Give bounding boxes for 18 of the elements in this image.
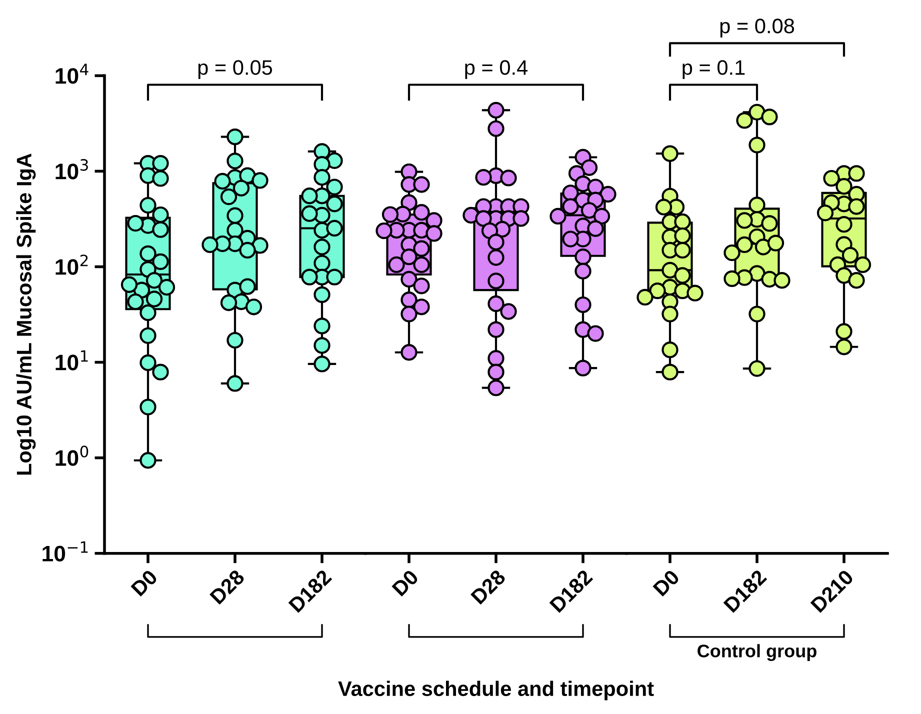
- annotation: p = 0.05: [198, 60, 272, 80]
- y-tick-label: 10$^{−1}$: [42, 541, 88, 562]
- text: Control group: [698, 644, 816, 662]
- y-tick-label: 10$^{2}$: [56, 254, 88, 275]
- x-tick-label: D0: [652, 568, 680, 597]
- annotation: p = 0.1: [682, 60, 745, 80]
- x-axis-title: Vaccine schedule and timepoint: [338, 680, 654, 700]
- x-tick-label: D28: [209, 568, 246, 605]
- x-tick-label: D0: [130, 568, 158, 597]
- x-tick-label: D0: [392, 568, 420, 597]
- y-tick-label: 10$^{3}$: [56, 159, 88, 180]
- y-tick-label: 10$^{0}$: [56, 446, 88, 466]
- y-axis-title: Log10 AU/mL Mucosal Spike IgA: [16, 154, 36, 475]
- y-tick-label: 10$^{1}$: [56, 350, 88, 370]
- y-tick-label: 10$^{4}$: [56, 64, 88, 84]
- annotation: p = 0.4: [465, 60, 528, 80]
- text: p = 0.08: [720, 18, 794, 38]
- x-tick-label: D28: [470, 568, 506, 605]
